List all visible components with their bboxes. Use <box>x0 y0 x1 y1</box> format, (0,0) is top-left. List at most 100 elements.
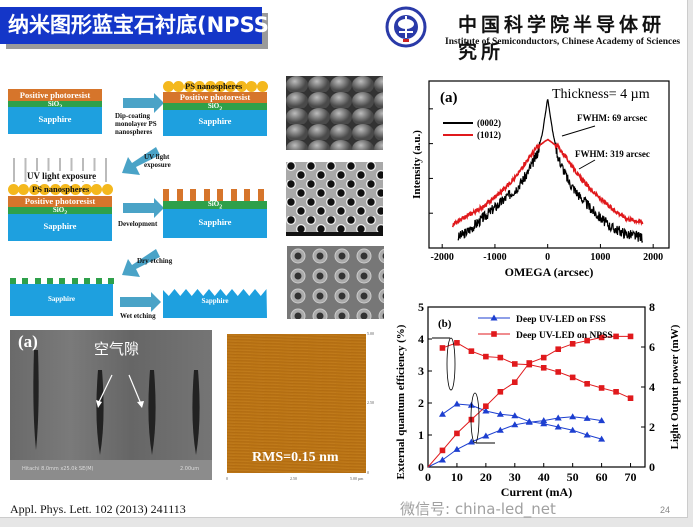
photoresist-pillar <box>190 189 196 201</box>
x-tick-label: -1000 <box>483 252 506 263</box>
data-point <box>511 421 519 428</box>
series-line <box>451 138 644 228</box>
photoresist-pillars <box>163 189 267 201</box>
sio2-layer: SiO2 <box>8 206 112 216</box>
sapphire-layer: Sapphire <box>8 107 102 134</box>
sio2-mask <box>22 278 29 284</box>
y-tick-label-left: 2 <box>418 396 424 410</box>
series-line <box>457 99 643 243</box>
sem-npss-image <box>287 246 384 319</box>
photoresist-layer: Positive photoresist <box>8 196 112 207</box>
data-point <box>598 334 605 341</box>
data-point <box>453 400 461 407</box>
sapphire-layer: Sapphire <box>10 284 113 316</box>
sapphire-layer: Sapphire <box>163 110 267 136</box>
photoresist-pillar <box>230 189 237 201</box>
step-label: Development <box>118 220 158 228</box>
slide: 纳米图形蓝宝石衬底(NPSS) 中国科学院半导体研究所 Institute of… <box>0 0 688 518</box>
fwhm-label: FWHM: 319 arcsec <box>575 149 650 159</box>
data-point <box>496 426 504 433</box>
y-tick-label-left: 4 <box>418 332 424 346</box>
sio2-mask <box>108 278 115 284</box>
scale-bar-label: 2.00um <box>180 466 200 472</box>
data-point <box>490 314 498 321</box>
data-point <box>598 417 606 424</box>
panel-label: (a) <box>18 332 38 351</box>
afm-xtick: 5.00 µm <box>350 476 364 481</box>
data-point <box>569 374 576 381</box>
y-axis-label: Intensity (a.u.) <box>411 130 423 199</box>
institute-name-en: Institute of Semiconductors, Chinese Aca… <box>445 37 681 47</box>
data-point <box>627 333 634 340</box>
data-point <box>598 435 606 442</box>
group-ellipse <box>446 337 456 391</box>
photoresist-layer: Positive photoresist <box>163 92 267 103</box>
x-axis-label: OMEGA (arcsec) <box>505 265 594 279</box>
x-tick-label: 0 <box>545 252 550 263</box>
data-point <box>525 418 533 425</box>
sio2-layer: SiO2 <box>163 201 267 210</box>
process-diagram: Positive photoresist SiO2 Sapphire Dip-c… <box>0 70 280 320</box>
data-point <box>491 331 497 337</box>
fwhm-label: FWHM: 69 arcsec <box>577 113 647 123</box>
arrow-down-left-icon <box>122 147 160 175</box>
nanosphere <box>28 184 40 195</box>
page-title: 纳米图形蓝宝石衬底(NPSS) <box>0 7 278 44</box>
sem-nanospheres-image <box>286 76 383 150</box>
thickness-label: Thickness= 4 µm <box>552 87 650 102</box>
data-point <box>613 389 619 395</box>
series-line <box>427 335 631 468</box>
y-tick-label-left: 5 <box>418 300 424 314</box>
data-point <box>512 379 518 385</box>
step-label: Dry etching <box>137 257 173 265</box>
photoresist-pillar <box>203 189 210 201</box>
legend-label: Deep UV-LED on NPSS <box>516 331 613 341</box>
data-point <box>497 354 504 361</box>
sapphire-surface <box>163 289 267 318</box>
y-tick-label-right: 2 <box>649 420 655 434</box>
data-point <box>438 456 446 463</box>
nanosphere <box>70 184 82 195</box>
data-point <box>554 423 562 430</box>
data-point <box>483 353 489 360</box>
nanosphere <box>173 81 185 92</box>
photoresist-pillar <box>163 189 169 201</box>
page-number: 24 <box>660 505 671 515</box>
nanosphere <box>246 81 258 92</box>
sio2-mask <box>59 278 66 284</box>
sio2-mask <box>71 278 78 284</box>
nanosphere <box>183 81 195 92</box>
x-tick-label: 2000 <box>643 252 663 263</box>
nanosphere <box>256 81 268 92</box>
afm-ytick: 5.00 <box>367 331 374 336</box>
x-tick-label: 1000 <box>590 252 610 263</box>
y-tick-label-right: 6 <box>649 340 655 354</box>
series-line <box>442 403 602 440</box>
y-tick-label-left: 3 <box>418 364 424 378</box>
data-point <box>453 445 461 452</box>
sio2-sub: 2 <box>64 210 67 216</box>
data-point <box>482 432 490 439</box>
sem-voids <box>10 350 212 480</box>
data-point <box>540 420 548 427</box>
data-point <box>540 354 547 361</box>
arrow-right-icon <box>120 292 161 312</box>
sio2-label: SiO <box>52 206 65 214</box>
data-point <box>569 413 577 420</box>
y-tick-label-left: 0 <box>418 460 424 474</box>
arrow-right-icon <box>123 198 164 218</box>
nanosphere <box>60 184 71 195</box>
x-tick-label: 70 <box>625 470 637 484</box>
sio2-mask <box>34 278 41 284</box>
afm-xtick: 0 <box>226 476 228 481</box>
nanosphere <box>8 184 19 195</box>
nanosphere <box>235 81 247 92</box>
data-point <box>439 345 446 351</box>
data-point <box>467 438 475 445</box>
y-tick-label-left: 1 <box>418 428 424 442</box>
plot-frame <box>428 80 670 249</box>
nanosphere <box>225 81 237 92</box>
ps-label: PS nanospheres <box>32 184 90 194</box>
sapphire-label: Sapphire <box>201 297 229 305</box>
